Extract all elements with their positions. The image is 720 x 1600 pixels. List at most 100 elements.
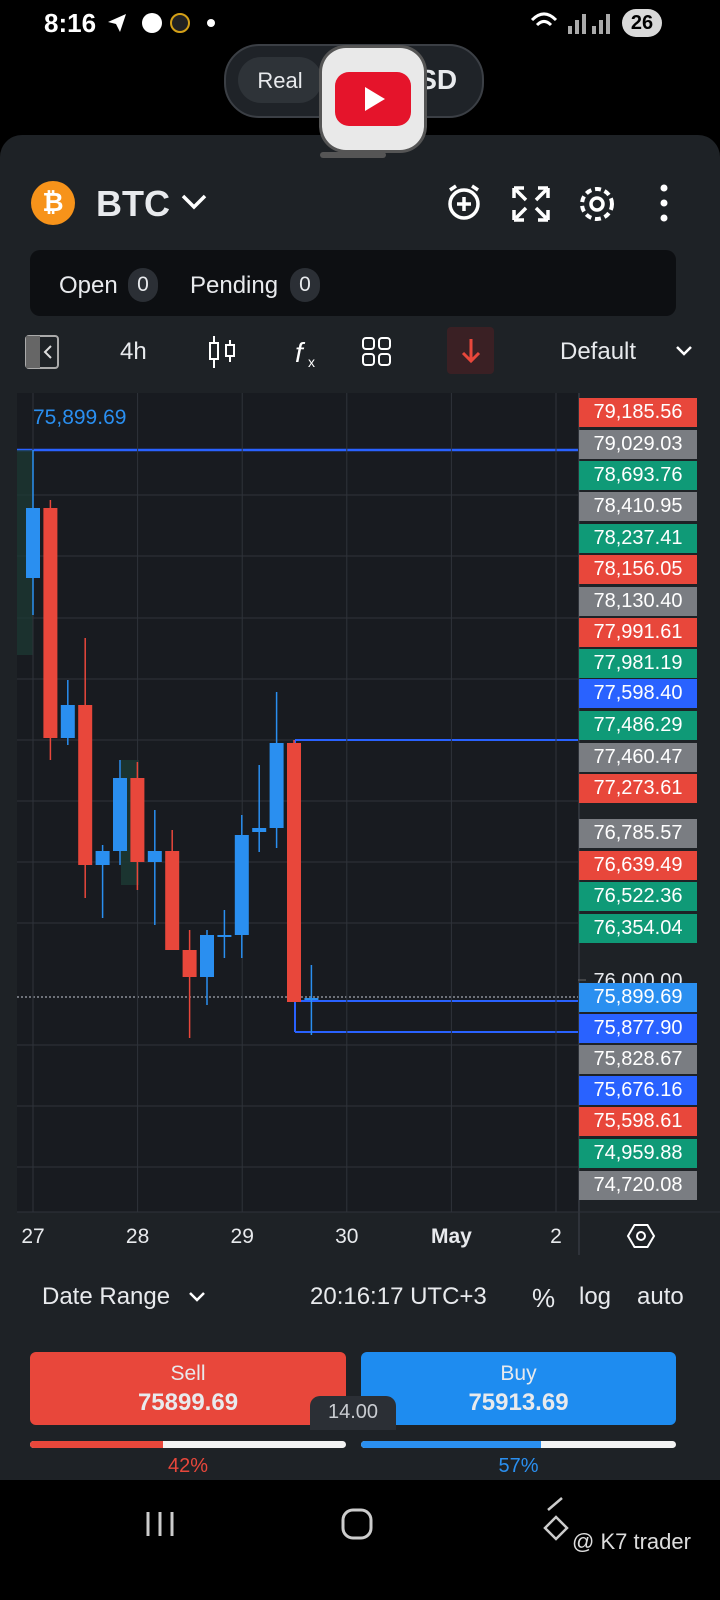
price-tag: 74,720.08 bbox=[579, 1171, 697, 1200]
youtube-icon bbox=[335, 72, 411, 126]
mode-chip[interactable] bbox=[238, 57, 322, 103]
candle-body bbox=[43, 508, 58, 738]
open-label[interactable]: Open bbox=[59, 272, 118, 299]
open-badge bbox=[128, 268, 158, 302]
candle-body bbox=[165, 851, 180, 950]
signal-icons bbox=[530, 12, 610, 34]
price-tag: 76,522.36 bbox=[579, 882, 697, 911]
status-icons bbox=[108, 13, 215, 33]
price-tag: 75,828.67 bbox=[579, 1045, 697, 1074]
status-time: 8:16 bbox=[44, 8, 97, 38]
candle-body bbox=[113, 778, 127, 851]
candle-body bbox=[60, 705, 75, 738]
date-range-dropdown[interactable] bbox=[188, 1290, 206, 1304]
percent-toggle[interactable]: % bbox=[532, 1283, 556, 1313]
open-count: 0 bbox=[137, 273, 149, 296]
price-tag: 79,029.03 bbox=[579, 430, 697, 459]
sell-share-track bbox=[30, 1441, 346, 1448]
candle-body bbox=[252, 828, 267, 832]
sell-label: Sell bbox=[170, 1362, 206, 1385]
price-tag: 77,486.29 bbox=[579, 711, 697, 740]
price-tag: 75,877.90 bbox=[579, 1014, 697, 1043]
svg-text:f: f bbox=[295, 337, 306, 368]
price-tag: 77,981.19 bbox=[579, 649, 697, 678]
price-tag: 79,185.56 bbox=[579, 398, 697, 427]
price-tag: 78,693.76 bbox=[579, 461, 697, 490]
sell-share-label: 42% bbox=[167, 1455, 209, 1477]
buy-button[interactable] bbox=[361, 1352, 676, 1425]
layout-dropdown[interactable] bbox=[675, 344, 693, 358]
clock: 20:16:17 UTC+3 bbox=[310, 1283, 487, 1310]
price-tag: 76,354.04 bbox=[579, 914, 697, 943]
candle-body bbox=[130, 778, 145, 862]
price-tag: 77,991.61 bbox=[579, 618, 697, 647]
candle-body bbox=[234, 835, 249, 935]
symbol[interactable]: BTC bbox=[96, 183, 170, 224]
svg-text:x: x bbox=[308, 354, 315, 370]
spread-badge bbox=[310, 1396, 396, 1430]
position-zone bbox=[17, 450, 33, 655]
battery bbox=[622, 9, 662, 37]
price-tag: 75,676.16 bbox=[579, 1076, 697, 1105]
price-tag: 77,460.47 bbox=[579, 743, 697, 772]
pending-badge bbox=[290, 268, 320, 302]
axis-settings[interactable] bbox=[626, 1224, 656, 1248]
sell-price: 75899.69 bbox=[137, 1389, 239, 1416]
layout-select[interactable]: Default bbox=[560, 338, 637, 365]
x-tick-label: 30 bbox=[335, 1225, 358, 1248]
share-fill bbox=[30, 1441, 163, 1448]
price-tag: 75,598.61 bbox=[579, 1107, 697, 1136]
last-price-label: 75,899.69 bbox=[33, 406, 126, 429]
price-tag: 75,899.69 bbox=[579, 983, 697, 1012]
btc-logo: ₿ bbox=[31, 181, 75, 225]
header-icons[interactable] bbox=[444, 182, 684, 226]
buy-share-track bbox=[361, 1441, 676, 1448]
price-tag: 74,959.88 bbox=[579, 1139, 697, 1168]
log-toggle[interactable]: log bbox=[579, 1283, 612, 1310]
buy-share-label: 57% bbox=[498, 1455, 539, 1477]
price-tag: 78,237.41 bbox=[579, 524, 697, 553]
chart: 75,899.69 27 28 29 30 May 276,000.00 bbox=[17, 393, 720, 1255]
svg-text:₿: ₿ bbox=[42, 187, 63, 217]
candle-body bbox=[304, 998, 319, 1000]
candle-body bbox=[287, 743, 301, 1002]
pending-count: 0 bbox=[299, 273, 311, 296]
orders-bar bbox=[30, 250, 676, 316]
auto-toggle[interactable]: auto bbox=[637, 1283, 684, 1310]
price-tag: 78,130.40 bbox=[579, 587, 697, 616]
nav-bar bbox=[0, 1480, 720, 1600]
pending-label[interactable]: Pending bbox=[190, 272, 279, 299]
x-tick-label: 28 bbox=[126, 1225, 149, 1248]
price-tag: 78,410.95 bbox=[579, 492, 697, 521]
candle-body bbox=[95, 851, 110, 865]
sidebar-toggle[interactable] bbox=[24, 334, 64, 370]
candle-body bbox=[78, 705, 93, 865]
x-tick-label: 29 bbox=[231, 1225, 254, 1248]
x-tick-label: 2 bbox=[550, 1225, 562, 1248]
sell-button[interactable] bbox=[30, 1352, 346, 1425]
down-arrow bbox=[461, 339, 481, 364]
candle-body bbox=[182, 950, 197, 977]
mode-label: Real bbox=[257, 68, 303, 93]
watermark: @ K7 trader bbox=[572, 1529, 691, 1554]
candle-body bbox=[26, 508, 40, 578]
candle-body bbox=[217, 935, 232, 937]
candle-body bbox=[269, 743, 284, 828]
interval[interactable]: 4h bbox=[120, 338, 147, 365]
drag-handle bbox=[320, 152, 386, 158]
x-tick-label: 27 bbox=[21, 1225, 44, 1248]
spread: 14.00 bbox=[327, 1401, 379, 1423]
price-tag: 77,598.40 bbox=[579, 679, 697, 708]
price-tag: 76,639.49 bbox=[579, 851, 697, 880]
x-tick-label: May bbox=[431, 1225, 472, 1248]
candle-body bbox=[147, 851, 162, 862]
price-tag: 78,156.05 bbox=[579, 555, 697, 584]
date-range[interactable]: Date Range bbox=[42, 1283, 171, 1310]
candle-body bbox=[200, 935, 214, 977]
price-tag: 77,273.61 bbox=[579, 774, 697, 803]
buy-price: 75913.69 bbox=[468, 1389, 569, 1416]
symbol-dropdown[interactable] bbox=[180, 192, 208, 212]
buy-label: Buy bbox=[500, 1362, 537, 1385]
